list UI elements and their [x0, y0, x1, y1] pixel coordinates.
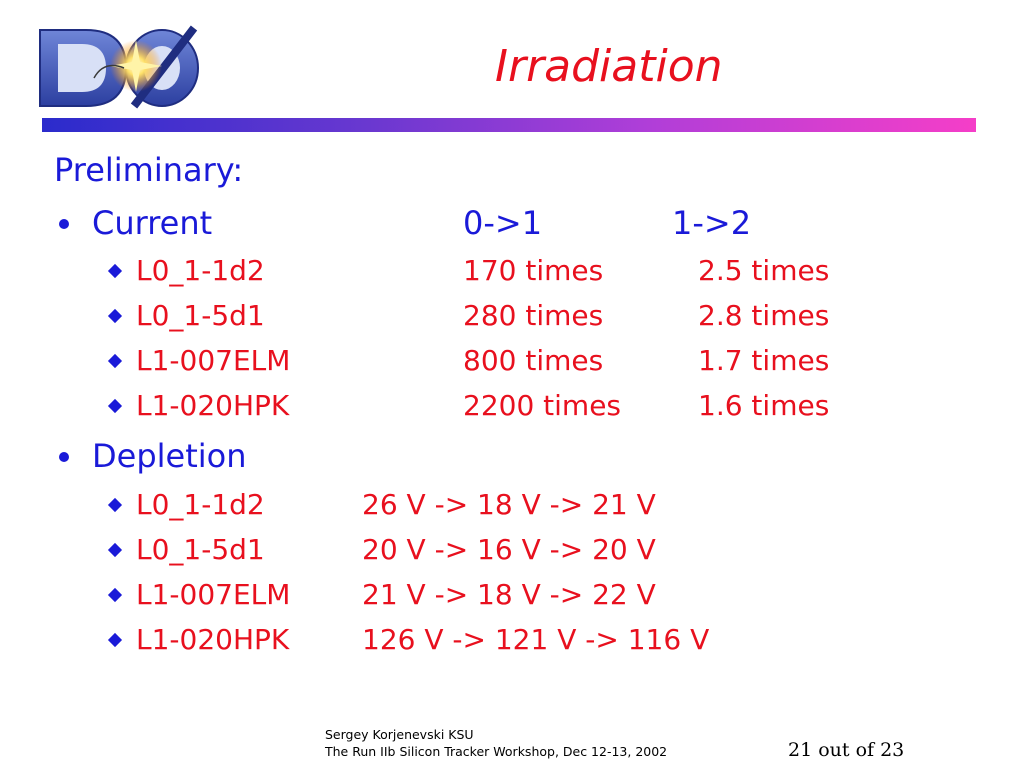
diamond-bullet-icon	[107, 542, 123, 558]
depletion-row-value: 26 V -> 18 V -> 21 V	[362, 488, 656, 521]
current-col1-header: 0->1	[463, 204, 543, 242]
current-row-01: 170 times	[463, 254, 604, 287]
diamond-bullet-icon	[107, 587, 123, 603]
footer-credits: Sergey Korjenevski KSU The Run IIb Silic…	[325, 726, 667, 760]
bullet-dot-icon	[59, 452, 69, 462]
diamond-bullet-icon	[107, 263, 123, 279]
current-col2-header: 1->2	[672, 204, 752, 242]
depletion-row-name: L1-007ELM	[136, 578, 291, 611]
current-row-01: 2200 times	[463, 389, 622, 422]
depletion-row-name: L0_1-1d2	[136, 488, 265, 521]
d0-logo-icon	[36, 22, 204, 114]
depletion-row-value: 20 V -> 16 V -> 20 V	[362, 533, 656, 566]
diamond-bullet-icon	[107, 398, 123, 414]
depletion-label: Depletion	[92, 437, 247, 475]
current-row-12: 1.7 times	[698, 344, 830, 377]
depletion-row-value: 126 V -> 121 V -> 116 V	[362, 623, 710, 656]
depletion-row-value: 21 V -> 18 V -> 22 V	[362, 578, 656, 611]
current-label: Current	[92, 204, 213, 242]
current-row-name: L1-020HPK	[136, 389, 290, 422]
diamond-bullet-icon	[107, 632, 123, 648]
current-row-12: 2.5 times	[698, 254, 830, 287]
current-row-12: 1.6 times	[698, 389, 830, 422]
footer-event: The Run IIb Silicon Tracker Workshop, De…	[325, 744, 668, 759]
diamond-bullet-icon	[107, 353, 123, 369]
current-row-01: 800 times	[463, 344, 604, 377]
page-title: Irradiation	[495, 41, 723, 92]
current-row-12: 2.8 times	[698, 299, 830, 332]
current-row-name: L1-007ELM	[136, 344, 291, 377]
depletion-row-name: L1-020HPK	[136, 623, 290, 656]
current-row-name: L0_1-5d1	[136, 299, 265, 332]
depletion-row-name: L0_1-5d1	[136, 533, 265, 566]
section-heading: Preliminary:	[54, 151, 244, 189]
current-row-name: L0_1-1d2	[136, 254, 265, 287]
page-number: 21 out of 23	[788, 739, 905, 761]
title-divider	[42, 118, 976, 132]
footer-author: Sergey Korjenevski KSU	[325, 727, 474, 742]
diamond-bullet-icon	[107, 308, 123, 324]
bullet-dot-icon	[59, 219, 69, 229]
current-row-01: 280 times	[463, 299, 604, 332]
diamond-bullet-icon	[107, 497, 123, 513]
